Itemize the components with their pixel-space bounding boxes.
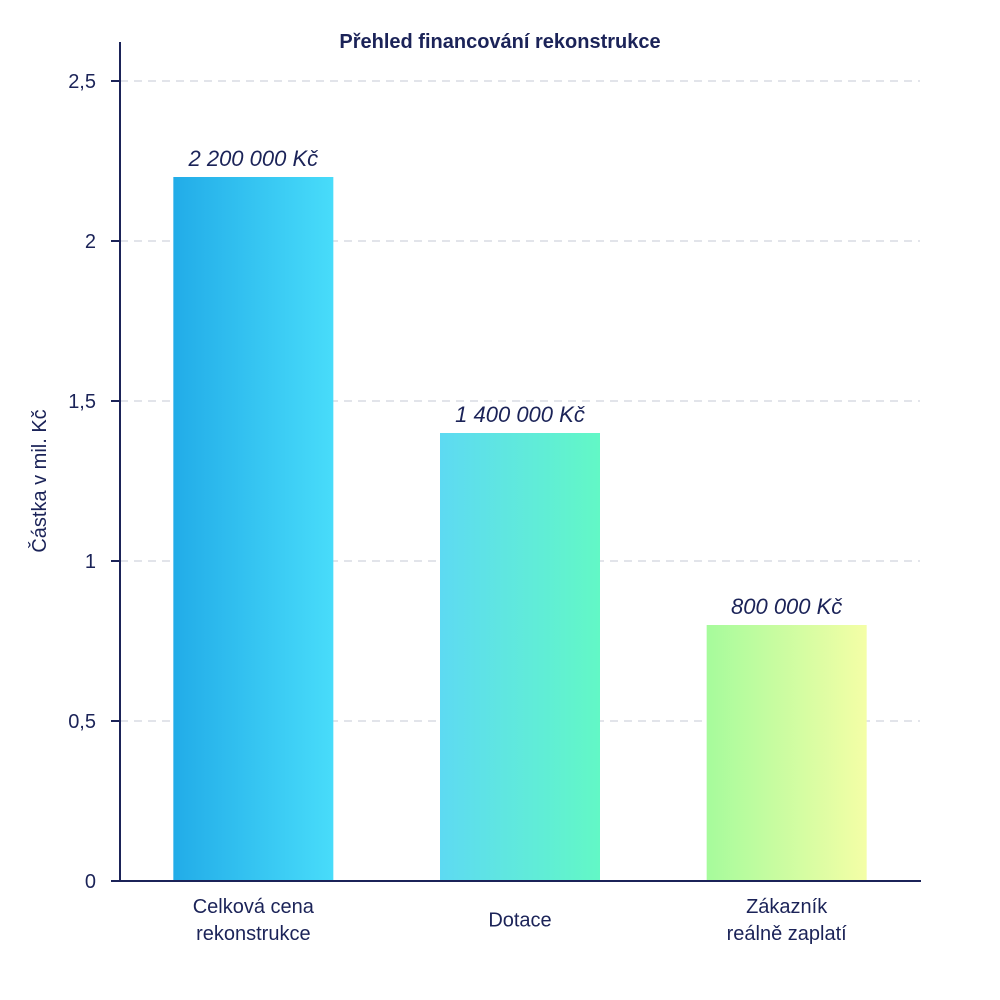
bar-value-label: 1 400 000 Kč xyxy=(455,402,585,427)
y-tick-label: 2 xyxy=(85,231,96,253)
y-tick-label: 0,5 xyxy=(68,711,96,733)
x-category-label: Zákazník xyxy=(746,896,828,918)
x-category-label: Celková cena xyxy=(193,896,315,918)
y-tick-label: 1 xyxy=(85,551,96,573)
bar xyxy=(440,433,600,881)
bars xyxy=(173,177,867,881)
bar-value-label: 2 200 000 Kč xyxy=(187,146,318,171)
data-labels: 2 200 000 Kč 1 400 000 Kč 800 000 Kč xyxy=(187,146,842,619)
y-axis-title: Částka v mil. Kč xyxy=(28,409,51,552)
bar-value-label: 800 000 Kč xyxy=(731,594,842,619)
y-axis-ticks: 0 0,5 1 1,5 2 2,5 xyxy=(68,71,120,893)
x-axis-categories: Celková cena rekonstrukce Dotace Zákazník re… xyxy=(193,896,847,945)
x-category-label: Dotace xyxy=(488,910,551,932)
chart-title: Přehled financování rekonstrukce xyxy=(339,31,660,53)
x-category-label: reálně zaplatí xyxy=(727,923,848,945)
y-tick-label: 0 xyxy=(85,871,96,893)
x-category-label: rekonstrukce xyxy=(196,923,311,945)
y-tick-label: 1,5 xyxy=(68,391,96,413)
y-tick-label: 2,5 xyxy=(68,71,96,93)
bar xyxy=(173,177,334,881)
bar xyxy=(706,625,867,881)
